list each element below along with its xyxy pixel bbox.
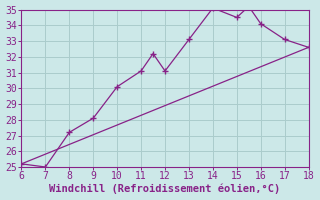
X-axis label: Windchill (Refroidissement éolien,°C): Windchill (Refroidissement éolien,°C) <box>49 184 281 194</box>
